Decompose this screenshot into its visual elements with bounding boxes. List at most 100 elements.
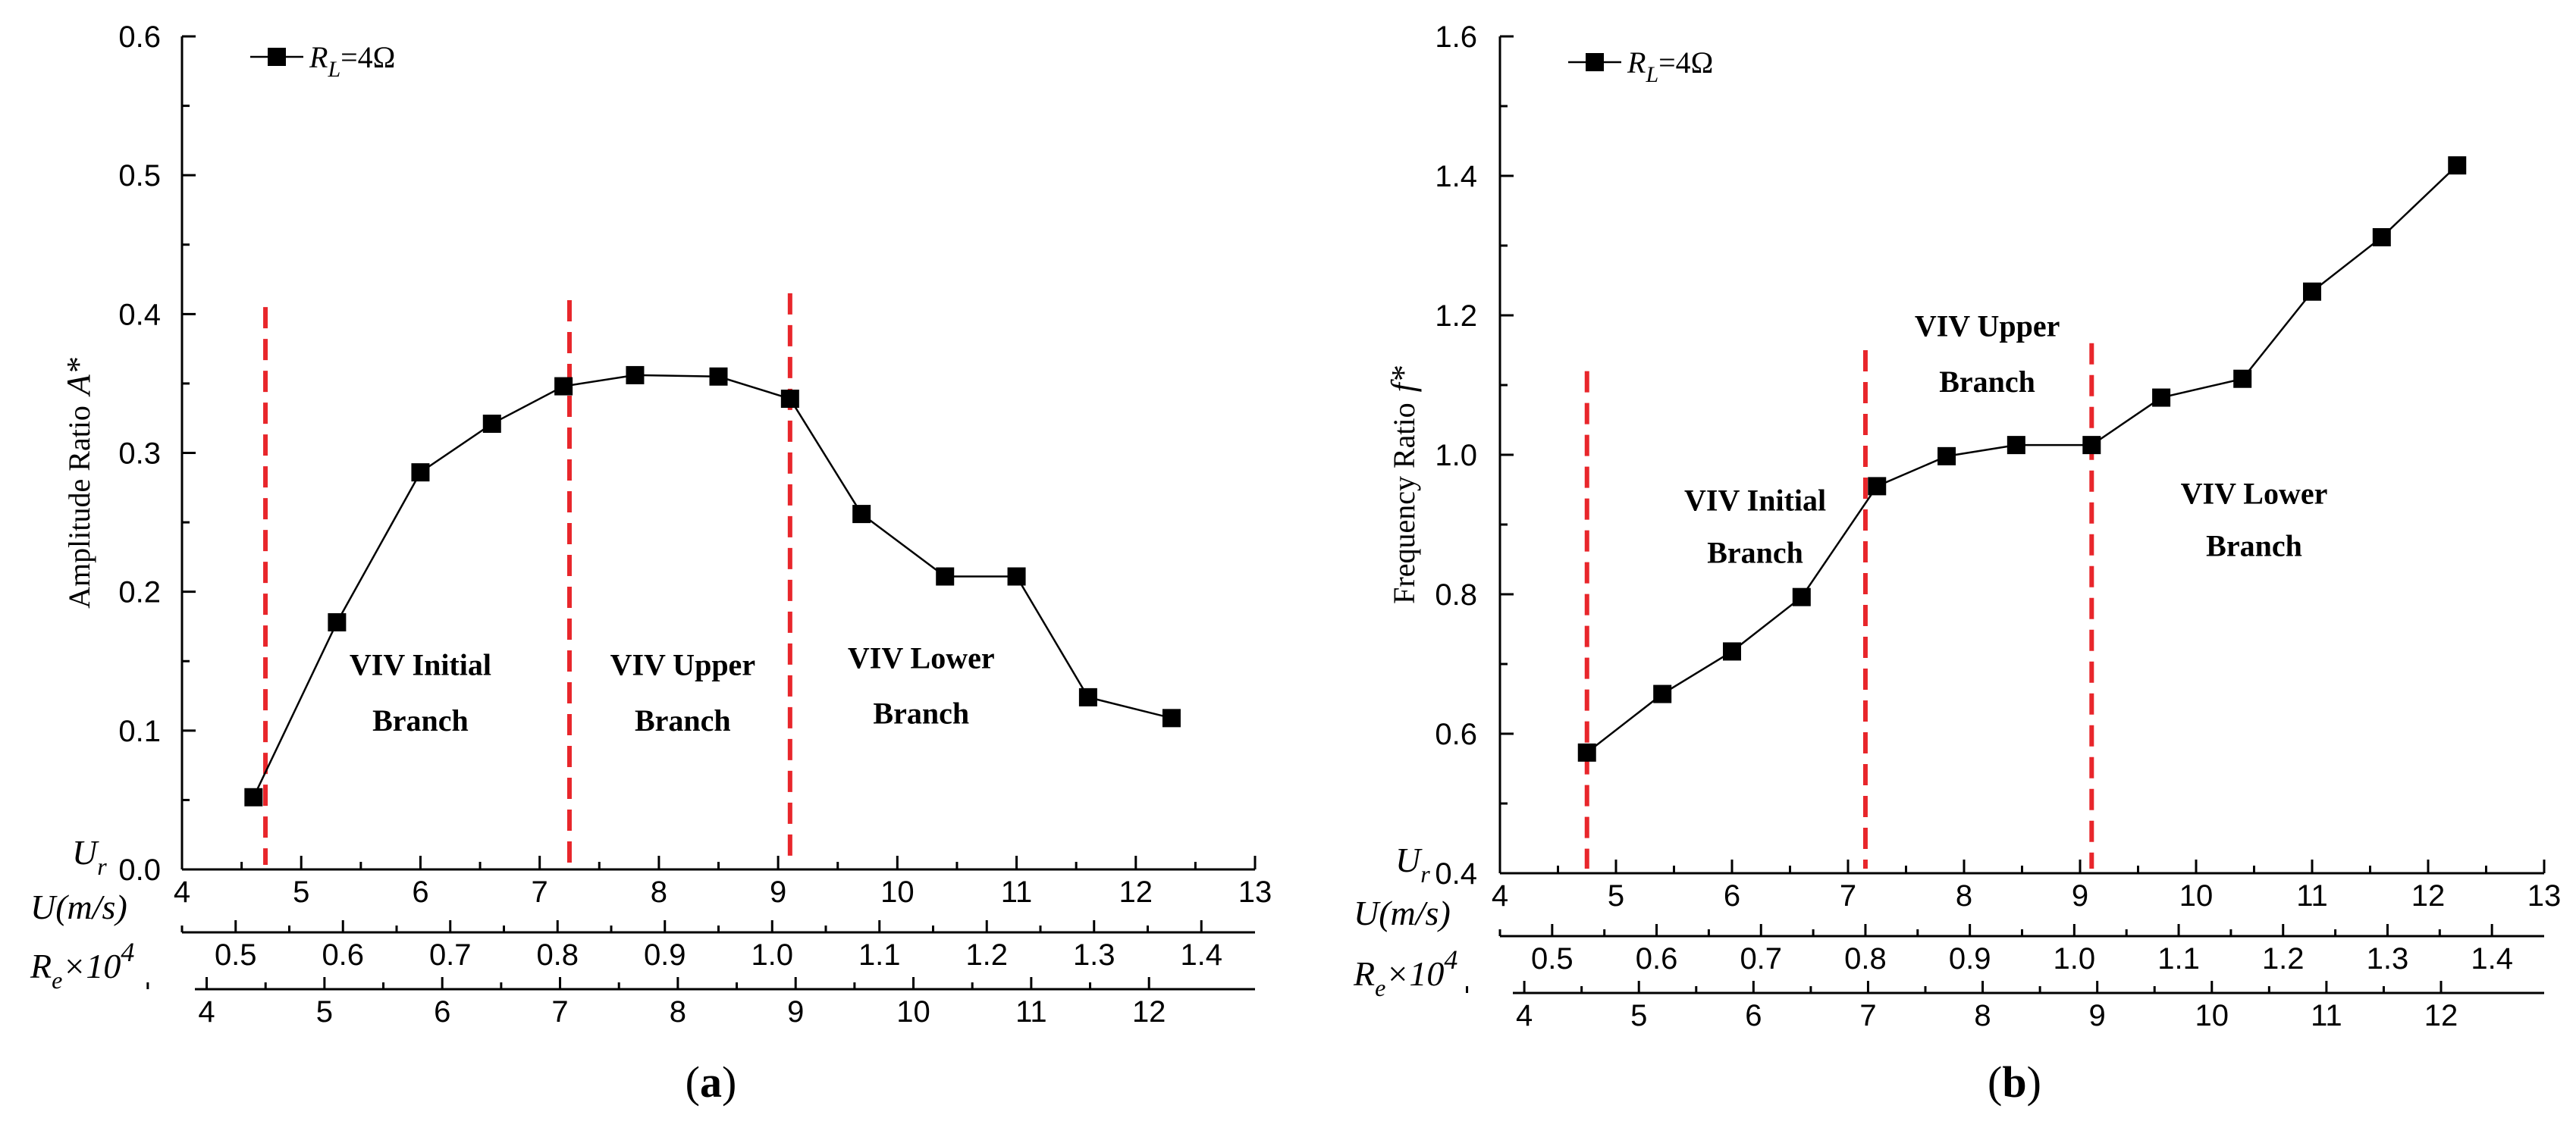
data-point <box>626 365 645 384</box>
ur-tick-label: 11 <box>1001 875 1033 909</box>
re-axis-label-power: 4 <box>1444 944 1457 975</box>
region-label-line1: VIV Upper <box>1915 309 2060 343</box>
u-tick-label: 0.6 <box>322 938 364 972</box>
u-tick-label: 0.8 <box>536 938 579 972</box>
u-tick-label: 0.5 <box>215 938 257 972</box>
u-tick-label: 1.4 <box>1180 938 1222 972</box>
data-point <box>2303 282 2321 301</box>
u-tick-label: 0.9 <box>644 938 686 972</box>
u-tick-label: 0.8 <box>1844 942 1887 976</box>
panel-paren-close: ) <box>2027 1057 2041 1107</box>
re-tick-label: 9 <box>787 995 804 1029</box>
ur-tick-label: 13 <box>2527 879 2562 913</box>
y-tick-label: 0.4 <box>1435 857 1477 891</box>
data-point <box>1868 477 1887 496</box>
data-point <box>1007 567 1026 586</box>
ur-tick-label: 10 <box>880 875 915 909</box>
y-tick-label: 0.5 <box>118 159 161 193</box>
y-axis-label-text: Frequency Ratio <box>1387 402 1421 604</box>
y-axis-label-symbol: A* <box>60 358 97 397</box>
u-tick-label: 1.1 <box>2157 942 2200 976</box>
re-axis-label-sub: e <box>1375 974 1385 1001</box>
data-point <box>2082 436 2101 455</box>
y-axis-label-symbol: f* <box>1385 366 1422 392</box>
u-tick-label: 1.3 <box>2367 942 2409 976</box>
ur-tick-label: 12 <box>1119 875 1153 909</box>
legend-subscript: L <box>1645 62 1658 87</box>
legend-label: RL=4Ω <box>309 40 395 82</box>
y-tick-label: 1.0 <box>1435 439 1477 472</box>
region-label-line1: VIV Lower <box>848 641 995 675</box>
y-tick-label: 0.0 <box>118 854 161 887</box>
re-axis-label-sub: e <box>52 966 62 994</box>
u-tick-label: 1.2 <box>2262 942 2305 976</box>
y-tick-label: 0.4 <box>118 298 161 331</box>
ur-axis-label-sub: r <box>97 853 107 880</box>
legend-symbol: R <box>1627 45 1646 80</box>
re-tick-label: 7 <box>1859 999 1876 1032</box>
data-point <box>1792 587 1811 606</box>
re-tick-label: 5 <box>1630 999 1647 1032</box>
y-tick-label: 1.6 <box>1435 20 1477 54</box>
data-point <box>1723 642 1741 661</box>
ur-tick-label: 4 <box>174 875 190 909</box>
re-axis-label-suffix: ×10 <box>1385 954 1444 993</box>
data-point <box>411 463 430 482</box>
legend-subscript: L <box>327 57 340 82</box>
re-axis-label-symbol: R <box>1353 954 1375 993</box>
ur-tick-label: 5 <box>1608 879 1624 913</box>
data-point <box>2007 436 2025 455</box>
ur-tick-label: 8 <box>651 875 667 909</box>
legend-label: RL=4Ω <box>1627 45 1713 87</box>
legend-symbol: R <box>309 40 328 74</box>
data-point <box>1162 709 1181 728</box>
re-axis-label-symbol: R <box>30 947 52 985</box>
ur-tick-label: 5 <box>293 875 309 909</box>
re-axis-label-power: 4 <box>121 937 134 967</box>
u-tick-label: 0.6 <box>1636 942 1678 976</box>
legend-marker <box>1586 53 1604 71</box>
panel-letter: b <box>2002 1057 2026 1107</box>
re-tick-label: 4 <box>1516 999 1533 1032</box>
chart-panel-b: 0.4 0.6 0.8 1.0 1.2 1.4 1.6 Frequency Ratio f* 4 5… <box>1353 20 2561 1107</box>
ur-axis-label-sub: r <box>1420 860 1430 888</box>
data-point <box>1937 446 1956 465</box>
y-tick-label: 0.1 <box>118 715 161 748</box>
panel-letter: a <box>700 1057 722 1107</box>
re-tick-label: 4 <box>198 995 215 1029</box>
region-label-line2: Branch <box>372 703 469 738</box>
y-tick-label: 0.8 <box>1435 578 1477 612</box>
data-point <box>780 390 799 409</box>
u-tick-label: 0.9 <box>1949 942 1991 976</box>
chart-panel-a: 0.0 0.1 0.2 0.3 0.4 0.5 0.6 Amplitude Ratio A* 4 5… <box>30 20 1272 1107</box>
re-tick-label: 8 <box>670 995 686 1029</box>
u-tick-label: 1.4 <box>2471 942 2513 976</box>
re-axis-label: Re×104 <box>30 937 134 994</box>
u-tick-label: 0.7 <box>429 938 472 972</box>
data-point <box>852 505 871 524</box>
region-label-line2: Branch <box>1939 365 2035 399</box>
re-tick-label: 7 <box>551 995 568 1029</box>
series-line <box>1586 164 2458 753</box>
re-axis-label: Re×104 <box>1353 944 1457 1001</box>
re-tick-label: 6 <box>1745 999 1762 1032</box>
re-tick-label: 6 <box>434 995 450 1029</box>
y-axis-label-text: Amplitude Ratio <box>62 406 96 609</box>
legend-value: =4Ω <box>1658 45 1713 80</box>
y-tick-label: 0.6 <box>118 20 161 54</box>
y-tick-label: 1.4 <box>1435 160 1477 193</box>
u-axis-label: U(m/s) <box>30 888 127 926</box>
data-point <box>2372 227 2391 246</box>
ur-axis-label-symbol: U <box>72 833 99 872</box>
panel-paren-open: ( <box>686 1057 700 1107</box>
data-point <box>2448 156 2467 175</box>
ur-tick-label: 6 <box>412 875 428 909</box>
y-tick-label: 0.6 <box>1435 718 1477 751</box>
data-point <box>1653 684 1672 703</box>
ur-tick-label: 13 <box>1238 875 1272 909</box>
re-tick-label: 11 <box>1015 995 1047 1029</box>
data-point <box>244 788 263 807</box>
region-label-line2: Branch <box>635 703 731 738</box>
